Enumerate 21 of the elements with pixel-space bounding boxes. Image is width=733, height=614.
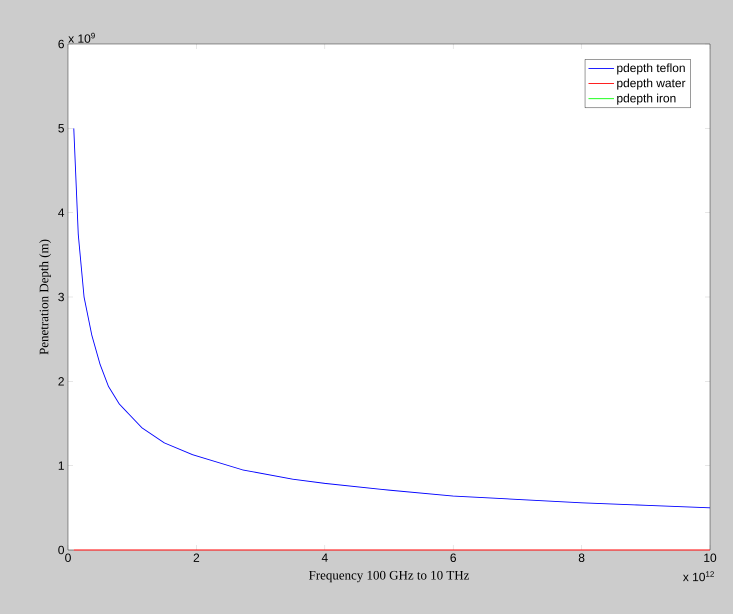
x-axis-title: Frequency 100 GHz to 10 THz — [308, 570, 470, 582]
y-axis-title: Penetration Depth (m) — [39, 240, 51, 355]
x-tick-label: 6 — [450, 554, 456, 562]
x-tick-label: 0 — [65, 554, 71, 562]
y-tick-label: 3 — [58, 292, 64, 302]
line-series — [73, 128, 710, 508]
text: x 10$^{12}$ — [682, 571, 714, 582]
y-tick-label: 2 — [58, 377, 64, 386]
x-tick-label: 4 — [322, 554, 328, 562]
y-tick-label: 5 — [58, 124, 64, 132]
x-tick-label: 8 — [578, 554, 584, 562]
y-tick-label: 4 — [58, 208, 64, 217]
y-tick-label: 6 — [58, 40, 64, 48]
y-tick-label: 1 — [58, 462, 64, 470]
legend-label: pdepth iron — [617, 94, 676, 105]
legend-label: pdepth teflon — [617, 63, 685, 75]
legend-label: pdepth water — [617, 78, 686, 90]
x-tick-label: 10 — [704, 554, 716, 562]
text: x 10$^{9}$ — [68, 32, 95, 43]
x-tick-label: 2 — [194, 554, 200, 562]
y-tick-label: 0 — [58, 546, 64, 554]
